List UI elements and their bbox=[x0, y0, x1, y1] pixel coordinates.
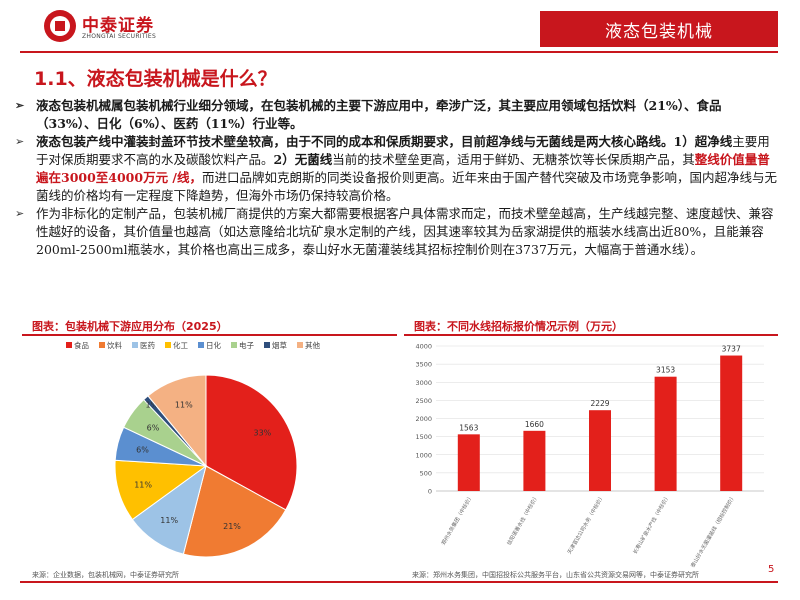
legend-label: 化工 bbox=[173, 340, 188, 350]
legend-swatch bbox=[132, 342, 138, 348]
logo-mark-icon bbox=[44, 10, 76, 42]
legend-entry-7: 其他 bbox=[297, 340, 320, 350]
legend-entry-2: 医药 bbox=[132, 340, 155, 350]
x-tick-label-4: 泰山好水无菌灌装线（招标控制价） bbox=[688, 493, 736, 568]
bar-chart-source: 来源：郑州水务集团，中国招投标公共服务平台，山东省公共资源交易网等，中泰证券研究… bbox=[412, 571, 699, 579]
y-tick-label-0: 0 bbox=[428, 488, 432, 496]
pie-data-label-4: 6% bbox=[136, 446, 149, 455]
legend-entry-0: 食品 bbox=[66, 340, 89, 350]
pie-data-label-6: 1% bbox=[145, 401, 158, 410]
y-tick-label-7: 3500 bbox=[415, 361, 432, 369]
bar-value-label-1: 1660 bbox=[525, 420, 544, 429]
pie-chart-source: 来源：企业数据，包装机械网，中泰证券研究所 bbox=[32, 571, 179, 579]
bar-chart-title: 图表：不同水线招标报价情况示例（万元） bbox=[404, 318, 778, 336]
legend-swatch bbox=[198, 342, 204, 348]
bullet-item-2: ➢ 液态包装产线中灌装封盖环节技术壁垒较高，由于不同的成本和保质期要求，目前超净… bbox=[12, 133, 780, 205]
pie-data-label-5: 6% bbox=[147, 424, 160, 433]
bar-3 bbox=[654, 376, 677, 491]
legend-swatch bbox=[264, 342, 270, 348]
pie-data-label-2: 11% bbox=[160, 516, 178, 525]
legend-entry-4: 日化 bbox=[198, 340, 221, 350]
legend-swatch bbox=[297, 342, 303, 348]
bar-value-label-0: 1563 bbox=[459, 423, 478, 432]
arrow-bullet-icon: ➢ bbox=[15, 135, 25, 148]
highlight-price: 整线价值量普遍在3000至4000万元 /线， bbox=[36, 152, 770, 185]
bullet-text: 液态包装机械属包装机械行业细分领域，在包装机械的主要下游应用中，牵涉广泛，其主要… bbox=[36, 98, 722, 131]
bar-value-label-2: 2229 bbox=[590, 399, 609, 408]
legend-swatch bbox=[99, 342, 105, 348]
legend-label: 其他 bbox=[305, 340, 320, 350]
bullet-item-3: ➢ 作为非标化的定制产品，包装机械厂商提供的方案大都需要根据客户具体需求而定，而… bbox=[12, 205, 780, 259]
x-tick-label-1: 信阳诺善水线（中标价） bbox=[505, 493, 540, 546]
company-logo: 中泰证券 ZHONGTAI SECURITIES bbox=[44, 10, 164, 44]
arrow-bullet-icon: ➢ bbox=[15, 207, 25, 220]
legend-label: 电子 bbox=[239, 340, 254, 350]
legend-swatch bbox=[66, 342, 72, 348]
section-title: 1.1、液态包装机械是什么？ bbox=[34, 68, 277, 90]
pie-chart: 食品 饮料 医药 化工 日化 电子 烟草 其他 33% 21% 11% 11% 6% 6% 1% 11% bbox=[66, 340, 320, 558]
bar-2 bbox=[589, 410, 611, 491]
x-tick-label-2: 天津宣达公司水务（中标价） bbox=[565, 493, 606, 555]
page-number: 5 bbox=[768, 564, 775, 575]
y-tick-label-5: 2500 bbox=[415, 397, 432, 405]
pie-slice-0 bbox=[205, 374, 298, 511]
pie-data-label-3: 11% bbox=[134, 480, 152, 489]
keyword-ultra-clean: 超净线 bbox=[694, 134, 733, 149]
legend-swatch bbox=[165, 342, 171, 348]
bullet-text: 主要用于对保质期要求不高的水及碳酸饮料产品。 bbox=[36, 134, 770, 167]
bar-1 bbox=[523, 430, 546, 491]
pie-data-label-1: 21% bbox=[223, 522, 241, 531]
bar-0 bbox=[457, 434, 480, 491]
legend-label: 日化 bbox=[206, 340, 221, 350]
legend-label: 医药 bbox=[140, 340, 155, 350]
bullet-text: 而进口品牌如克朗斯的同类设备报价则更高。近年来由于国产替代突破及市场竞争影响，国… bbox=[36, 170, 778, 203]
bullet-text: 当前的技术壁垒更高，适用于鲜奶、无糖茶饮等长保质期产品，其 bbox=[332, 152, 695, 167]
bar-value-label-3: 3153 bbox=[656, 366, 675, 375]
arrow-bullet-icon: ➢ bbox=[15, 99, 25, 112]
x-tick-label-0: 郑州水务集团（中标价） bbox=[439, 493, 474, 546]
footer-rule bbox=[20, 581, 778, 583]
bar-chart: 0 500 1000 1500 2000 2500 3000 3500 4000 1563 郑州水务… bbox=[415, 343, 764, 568]
y-tick-label-2: 1000 bbox=[415, 451, 432, 459]
legend-entry-5: 电子 bbox=[231, 340, 254, 350]
bar-value-label-4: 3737 bbox=[722, 345, 741, 354]
y-tick-label-8: 4000 bbox=[415, 343, 432, 351]
legend-entry-1: 饮料 bbox=[99, 340, 122, 350]
header-badge: 液态包装机械 bbox=[540, 11, 778, 47]
header-rule bbox=[20, 51, 778, 53]
legend-entry-6: 烟草 bbox=[264, 340, 287, 350]
pie-slice-7 bbox=[147, 374, 207, 468]
y-tick-label-6: 3000 bbox=[415, 379, 432, 387]
y-tick-label-1: 500 bbox=[420, 469, 432, 477]
pie-data-label-7: 11% bbox=[175, 400, 193, 409]
legend-label: 饮料 bbox=[107, 340, 122, 350]
legend-entry-3: 化工 bbox=[165, 340, 188, 350]
legend-swatch bbox=[231, 342, 237, 348]
keyword-aseptic: 无菌线 bbox=[294, 152, 333, 167]
logo-name: 中泰证券 bbox=[82, 16, 154, 36]
bullet-item-1: ➢ 液态包装机械属包装机械行业细分领域，在包装机械的主要下游应用中，牵涉广泛，其… bbox=[12, 97, 780, 133]
y-tick-label-3: 1500 bbox=[415, 433, 432, 441]
x-tick-label-3: 长寿山矿泉水产线（中标价） bbox=[631, 493, 672, 555]
logo-name-en: ZHONGTAI SECURITIES bbox=[82, 33, 157, 40]
legend-label: 烟草 bbox=[272, 340, 287, 350]
bar-4 bbox=[720, 355, 743, 491]
bullet-text: 作为非标化的定制产品，包装机械厂商提供的方案大都需要根据客户具体需求而定，而技术… bbox=[36, 206, 774, 257]
bullet-lead: 液态包装产线中灌装封盖环节技术壁垒较高，由于不同的成本和保质期要求，目前超净线与… bbox=[36, 134, 695, 149]
pie-data-label-0: 33% bbox=[254, 429, 272, 438]
bullet-list: ➢ 液态包装机械属包装机械行业细分领域，在包装机械的主要下游应用中，牵涉广泛，其… bbox=[12, 97, 780, 259]
pie-slice-1 bbox=[182, 465, 287, 558]
pie-chart-title: 图表：包装机械下游应用分布（2025） bbox=[22, 318, 397, 336]
y-tick-label-4: 2000 bbox=[415, 415, 432, 423]
legend-label: 食品 bbox=[74, 340, 89, 350]
bullet-text: 2） bbox=[273, 152, 295, 167]
